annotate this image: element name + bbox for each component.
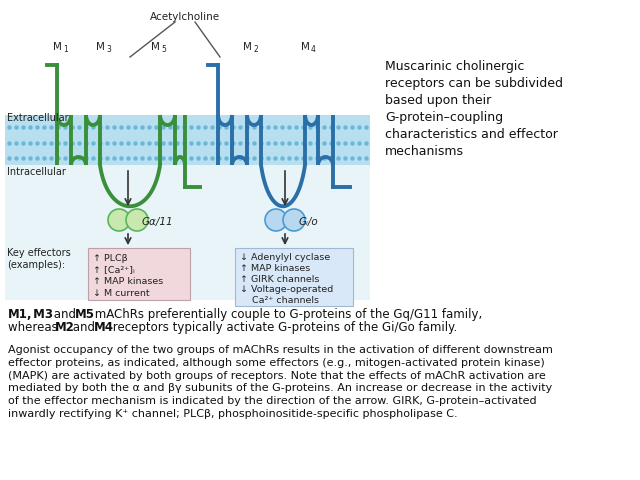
Text: ↑ [Ca²⁺]ᵢ: ↑ [Ca²⁺]ᵢ xyxy=(93,265,135,275)
Text: Extracellular: Extracellular xyxy=(7,113,68,123)
Text: Intracellular: Intracellular xyxy=(7,167,66,177)
Text: mAChRs preferentially couple to G-proteins of the Gq/G11 family,: mAChRs preferentially couple to G-protei… xyxy=(91,308,483,321)
Text: ↓ M current: ↓ M current xyxy=(93,288,150,298)
Text: M1,: M1, xyxy=(8,308,33,321)
Text: Gᵢ/o: Gᵢ/o xyxy=(299,217,319,227)
Bar xyxy=(5,30,370,115)
Circle shape xyxy=(265,209,287,231)
Text: Agonist occupancy of the two groups of mAChRs results in the activation of diffe: Agonist occupancy of the two groups of m… xyxy=(8,345,553,419)
Text: Muscarinic cholinergic
receptors can be subdivided
based upon their
G-protein–co: Muscarinic cholinergic receptors can be … xyxy=(385,60,563,158)
Circle shape xyxy=(283,209,305,231)
Text: M3: M3 xyxy=(29,308,53,321)
Bar xyxy=(5,115,370,165)
Text: ↑ MAP kinases: ↑ MAP kinases xyxy=(240,264,310,273)
Text: M5: M5 xyxy=(75,308,95,321)
Text: 5: 5 xyxy=(161,45,166,54)
Text: M: M xyxy=(95,42,104,52)
Text: 1: 1 xyxy=(63,45,68,54)
Text: M: M xyxy=(150,42,159,52)
Text: ↓ Voltage-operated: ↓ Voltage-operated xyxy=(240,286,333,294)
Text: 3: 3 xyxy=(106,45,111,54)
Text: M: M xyxy=(243,42,252,52)
Bar xyxy=(88,248,190,300)
Text: M: M xyxy=(301,42,309,52)
Circle shape xyxy=(126,209,148,231)
Text: ↑ GIRK channels: ↑ GIRK channels xyxy=(240,275,319,284)
Bar xyxy=(5,30,370,300)
Text: receptors typically activate G-proteins of the Gi/Go family.: receptors typically activate G-proteins … xyxy=(109,321,457,334)
Text: Key effectors
(examples):: Key effectors (examples): xyxy=(7,248,71,270)
Text: Gα/11: Gα/11 xyxy=(142,217,173,227)
Text: whereas: whereas xyxy=(8,321,61,334)
Text: M: M xyxy=(52,42,61,52)
Bar xyxy=(235,248,353,306)
Text: ↓ Adenylyl cyclase: ↓ Adenylyl cyclase xyxy=(240,253,330,262)
Text: Ca²⁺ channels: Ca²⁺ channels xyxy=(240,296,319,305)
Text: and: and xyxy=(69,321,99,334)
Text: 2: 2 xyxy=(253,45,258,54)
Text: ↑ MAP kinases: ↑ MAP kinases xyxy=(93,277,163,286)
Text: M4: M4 xyxy=(94,321,114,334)
Text: M2: M2 xyxy=(55,321,75,334)
Circle shape xyxy=(108,209,130,231)
Text: 4: 4 xyxy=(311,45,316,54)
Text: Acetylcholine: Acetylcholine xyxy=(150,12,220,22)
Text: and: and xyxy=(50,308,80,321)
Text: ↑ PLCβ: ↑ PLCβ xyxy=(93,254,127,263)
